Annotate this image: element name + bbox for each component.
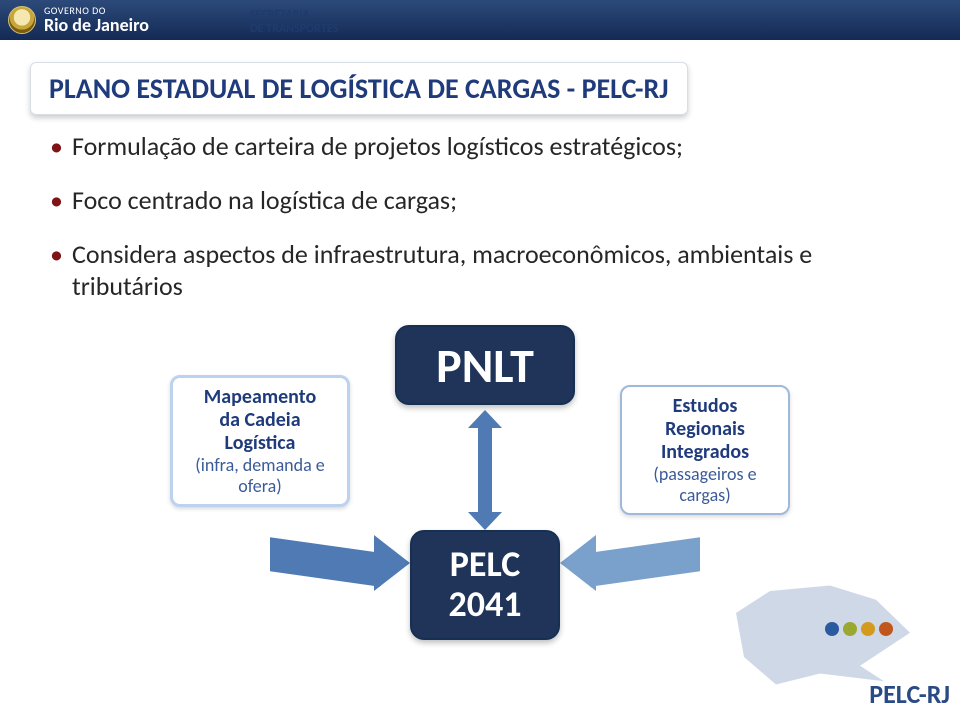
- mapeamento-line3: Logística: [183, 432, 337, 455]
- bullet-item: Considera aspectos de infraestrutura, ma…: [50, 238, 910, 302]
- page-title: PLANO ESTADUAL DE LOGÍSTICA DE CARGAS - …: [30, 62, 688, 115]
- logo-dots: [825, 622, 893, 636]
- node-pelc: PELC 2041: [410, 530, 560, 640]
- bullet-list: Formulação de carteira de projetos logís…: [50, 130, 910, 324]
- node-mapeamento: Mapeamento da Cadeia Logística (infra, d…: [170, 375, 350, 507]
- node-pelc-line1: PELC: [450, 545, 521, 585]
- state-seal-icon: [8, 6, 36, 34]
- header-bar: GOVERNO DO Rio de Janeiro: [0, 0, 960, 40]
- bullet-item: Formulação de carteira de projetos logís…: [50, 130, 910, 162]
- node-pnlt-label: PNLT: [436, 336, 534, 395]
- secretaria-label: SECRETARIA DE TRANSPORTES: [250, 8, 338, 37]
- estudos-sub: (passageiros e cargas): [632, 464, 778, 505]
- gov-line2: Rio de Janeiro: [44, 16, 149, 34]
- dot-icon: [825, 622, 839, 636]
- estudos-line3: Integrados: [632, 441, 778, 464]
- pelc-rj-logo: PELC-RJ: [710, 570, 950, 710]
- arrow-left-icon: [270, 527, 415, 597]
- mapeamento-line1: Mapeamento: [183, 386, 337, 409]
- dot-icon: [861, 622, 875, 636]
- estudos-line2: Regionais: [632, 418, 778, 441]
- mapeamento-sub: (infra, demanda e ofera): [183, 455, 337, 496]
- mapeamento-line2: da Cadeia: [183, 409, 337, 432]
- node-pnlt: PNLT: [395, 325, 575, 405]
- secretaria-line2: DE TRANSPORTES: [250, 22, 338, 36]
- dot-icon: [879, 622, 893, 636]
- node-estudos: Estudos Regionais Integrados (passageiro…: [620, 385, 790, 515]
- dot-icon: [843, 622, 857, 636]
- estudos-line1: Estudos: [632, 395, 778, 418]
- node-pelc-line2: 2041: [449, 585, 522, 625]
- pelc-rj-label: PELC-RJ: [869, 678, 950, 710]
- gov-text: GOVERNO DO Rio de Janeiro: [44, 6, 149, 34]
- bullet-item: Foco centrado na logística de cargas;: [50, 184, 910, 216]
- secretaria-line1: SECRETARIA: [250, 8, 338, 22]
- arrow-pnlt-pelc-icon: [468, 410, 502, 530]
- arrow-right-icon: [555, 527, 700, 597]
